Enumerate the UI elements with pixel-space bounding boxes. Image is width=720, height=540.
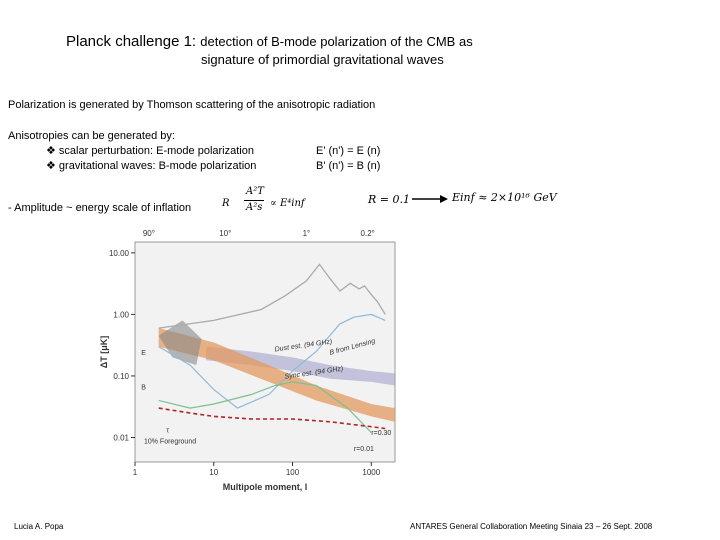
chart-annotation: τ	[166, 428, 169, 435]
bullet-tensor: ❖ gravitational waves: B-mode polarizati…	[46, 160, 257, 172]
chart-annotation: r=0.30	[371, 430, 391, 437]
chart-annotation: 10% Foreground	[144, 438, 196, 445]
cmb-spectrum-chart: 1 10 100 1000 10.00 1.00 0.10 0.01 90° 10° 1° 0.2° M…	[99, 229, 396, 492]
parity-equations: E' (n') = E (n) B' (n') = B (n)	[316, 144, 380, 174]
parity-e: E' (n') = E (n)	[316, 145, 381, 157]
y-tick-label: 0.10	[113, 372, 129, 381]
slide-subtitle: signature of primordial gravitational wa…	[201, 52, 444, 67]
x-tick-label: 10	[209, 468, 218, 477]
formula-bar	[244, 200, 264, 201]
series-line-b	[158, 381, 372, 434]
sync-band	[158, 328, 395, 422]
y-tick-label: 10.00	[109, 249, 130, 258]
top-tick-label: 1°	[303, 229, 311, 238]
series-line-tt	[158, 263, 386, 329]
series-line-e	[158, 313, 386, 409]
slide-title: Planck challenge 1: detection of B-mode …	[66, 33, 473, 50]
series-line-10%	[158, 407, 386, 430]
x-tick-label: 100	[286, 468, 300, 477]
e-mode-band	[158, 320, 202, 366]
formula-denominator: A²s	[246, 202, 263, 213]
bullet-scalar: ❖ scalar perturbation: E-mode polarizati…	[46, 145, 254, 157]
y-tick-label: 0.01	[113, 434, 129, 443]
formula-prop: ∝ E⁴inf	[270, 198, 305, 209]
dust-band	[206, 346, 395, 386]
formula-r: R	[222, 198, 230, 209]
parity-b: B' (n') = B (n)	[316, 160, 381, 172]
anisotropy-list: Anisotropies can be generated by: ❖ scal…	[8, 129, 256, 174]
chart-annotation: B	[141, 385, 146, 392]
r-value: R = 0.1	[368, 193, 410, 206]
chart-annotation: E	[141, 350, 146, 357]
footer-meeting: ANTARES General Collaboration Meeting Si…	[410, 522, 653, 531]
anisotropy-heading: Anisotropies can be generated by:	[8, 130, 175, 142]
chart-annotation: r=0.01	[354, 446, 374, 453]
y-axis-label: ΔT [μK]	[99, 336, 109, 368]
y-tick-label: 1.00	[113, 310, 129, 319]
title-rest: detection of B-mode polarization of the …	[200, 34, 473, 49]
x-axis-label: Multipole moment, l	[223, 482, 308, 492]
top-tick-label: 10°	[219, 229, 231, 238]
formula-numerator: A²T	[246, 186, 264, 197]
arrow-icon	[412, 195, 448, 203]
x-tick-label: 1000	[362, 468, 380, 477]
top-tick-label: 0.2°	[361, 229, 375, 238]
intro-text: Polarization is generated by Thomson sca…	[8, 99, 376, 111]
x-tick-label: 1	[133, 468, 138, 477]
energy-scale: Einf ≈ 2×10¹⁶ GeV	[452, 191, 557, 204]
top-tick-label: 90°	[143, 229, 155, 238]
title-main: Planck challenge 1:	[66, 33, 197, 50]
amplitude-text: - Amplitude ~ energy scale of inflation	[8, 202, 192, 214]
footer-author: Lucia A. Popa	[14, 522, 64, 531]
